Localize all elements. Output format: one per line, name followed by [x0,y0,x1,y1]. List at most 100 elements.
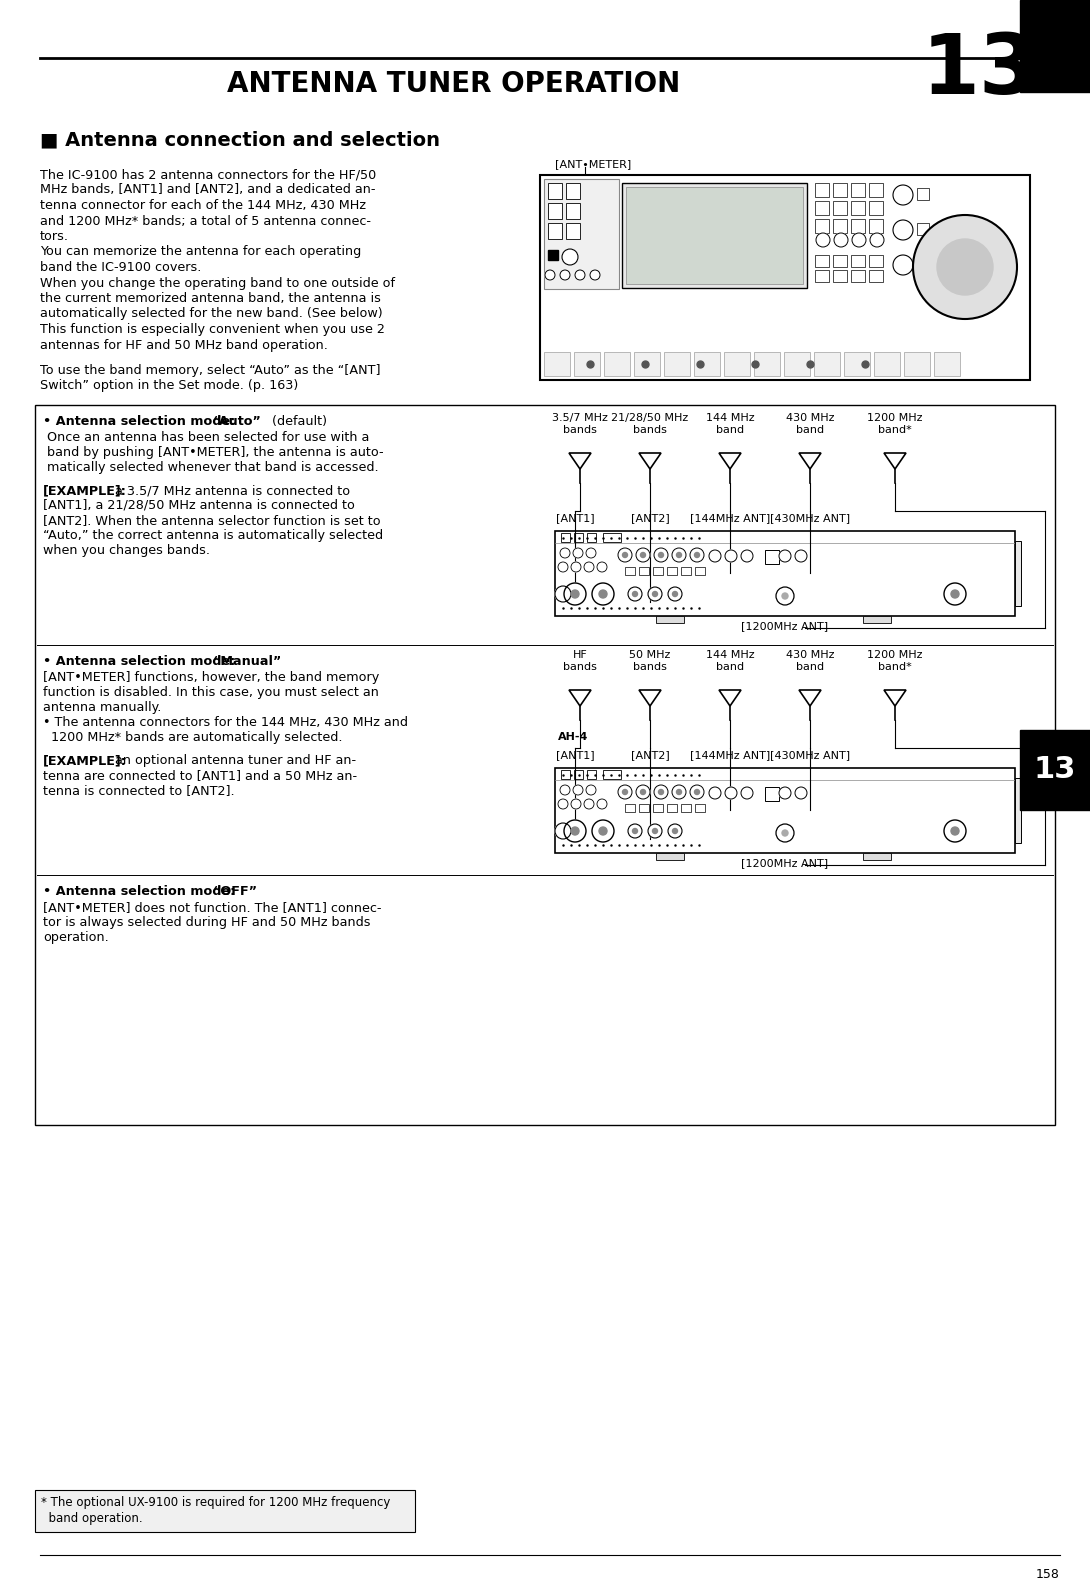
Bar [588,769,596,779]
Text: [ANT1]: [ANT1] [556,514,594,523]
Text: [ANT•METER] does not function. The [ANT1] connec-: [ANT•METER] does not function. The [ANT1… [43,901,382,913]
Circle shape [597,799,607,809]
Bar [681,804,691,812]
Circle shape [708,550,720,562]
Circle shape [673,785,686,799]
Text: band by pushing [ANT•METER], the antenna is auto-: band by pushing [ANT•METER], the antenna… [43,446,384,460]
Bar [561,532,570,542]
Bar [863,616,891,623]
Bar [833,254,847,267]
Circle shape [677,553,681,558]
Text: This function is especially convenient when you use 2: This function is especially convenient w… [40,322,385,337]
Circle shape [654,785,668,799]
Circle shape [558,799,568,809]
Bar [765,787,779,801]
Polygon shape [639,690,661,706]
Circle shape [852,232,865,246]
Circle shape [950,826,959,834]
Circle shape [944,583,966,605]
Text: 13: 13 [1033,755,1076,785]
Text: [EXAMPLE]:: [EXAMPLE]: [43,754,126,766]
Circle shape [590,270,600,280]
Bar [561,769,570,779]
Polygon shape [799,453,821,469]
Bar [622,183,807,288]
Bar [544,179,619,289]
Bar [555,768,1015,853]
Bar [863,853,891,860]
Text: and 1200 MHz* bands; a total of 5 antenna connec-: and 1200 MHz* bands; a total of 5 antenn… [40,215,371,228]
Text: • Antenna selection mode:: • Antenna selection mode: [43,656,240,668]
Circle shape [647,825,662,837]
Polygon shape [799,690,821,706]
Text: 50 MHz
bands: 50 MHz bands [629,649,670,672]
Circle shape [834,232,848,246]
Text: 158: 158 [1037,1567,1059,1580]
Circle shape [632,591,638,597]
Bar [833,201,847,215]
Bar [626,186,803,284]
Bar [540,175,1030,381]
Text: band the IC-9100 covers.: band the IC-9100 covers. [40,261,202,273]
Bar [639,804,649,812]
Text: when you changes bands.: when you changes bands. [43,544,210,558]
Circle shape [653,828,657,834]
Text: [ANT•METER]: [ANT•METER] [555,160,631,169]
Bar [35,1490,415,1533]
Circle shape [782,592,788,599]
Text: operation.: operation. [43,931,109,943]
Text: “OFF”: “OFF” [213,885,258,897]
Bar [844,352,870,376]
Text: When you change the operating band to one outside of: When you change the operating band to on… [40,276,395,289]
Circle shape [950,589,959,597]
Polygon shape [569,690,591,706]
Text: You can memorize the antenna for each operating: You can memorize the antenna for each op… [40,245,361,259]
Text: automatically selected for the new band. (See below): automatically selected for the new band.… [40,308,383,321]
Circle shape [870,232,884,246]
Circle shape [673,548,686,562]
Text: Once an antenna has been selected for use with a: Once an antenna has been selected for us… [43,431,370,444]
Circle shape [641,790,645,795]
Text: ANTENNA TUNER OPERATION: ANTENNA TUNER OPERATION [227,70,680,98]
Text: 21/28/50 MHz
bands: 21/28/50 MHz bands [611,412,689,434]
Text: • Antenna selection mode:: • Antenna selection mode: [43,885,240,897]
Bar [1020,0,1090,43]
Circle shape [622,790,628,795]
Bar [625,567,635,575]
Polygon shape [569,453,591,469]
Circle shape [600,589,607,597]
Circle shape [893,220,913,240]
Circle shape [668,588,682,600]
Text: [ANT2]: [ANT2] [631,514,669,523]
Bar [653,567,663,575]
Bar [544,352,570,376]
Polygon shape [884,453,906,469]
Circle shape [618,785,632,799]
Circle shape [658,553,664,558]
Circle shape [573,548,583,558]
Circle shape [741,550,753,562]
Bar [815,254,829,267]
Circle shape [776,588,794,605]
Circle shape [576,270,585,280]
Circle shape [654,548,668,562]
Bar [784,352,810,376]
Bar [35,404,1055,1125]
Text: “Auto,” the correct antenna is automatically selected: “Auto,” the correct antenna is automatic… [43,529,383,542]
Text: [430MHz ANT]: [430MHz ANT] [770,750,850,760]
Text: ■ Antenna connection and selection: ■ Antenna connection and selection [40,130,440,149]
Bar [869,220,883,232]
Circle shape [694,790,700,795]
Bar [548,223,562,239]
Circle shape [795,550,807,562]
Circle shape [635,785,650,799]
Bar [851,220,865,232]
Polygon shape [639,453,661,469]
Bar [869,183,883,198]
Circle shape [641,553,645,558]
Circle shape [584,562,594,572]
Text: HF
bands: HF bands [564,649,597,672]
Circle shape [816,232,829,246]
Bar [754,352,780,376]
Bar [1015,540,1021,607]
